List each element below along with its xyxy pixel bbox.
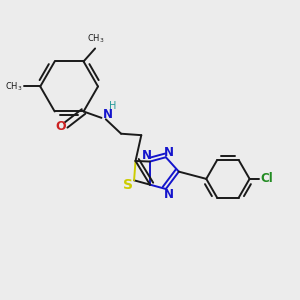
Text: N: N [103,108,113,121]
Text: H: H [109,100,116,111]
Text: N: N [164,188,174,201]
Text: S: S [123,178,133,192]
Text: Cl: Cl [261,172,273,185]
Text: N: N [164,146,174,158]
Text: CH$_3$: CH$_3$ [87,32,104,45]
Text: O: O [55,120,66,133]
Text: N: N [142,149,152,162]
Text: CH$_3$: CH$_3$ [5,80,22,93]
